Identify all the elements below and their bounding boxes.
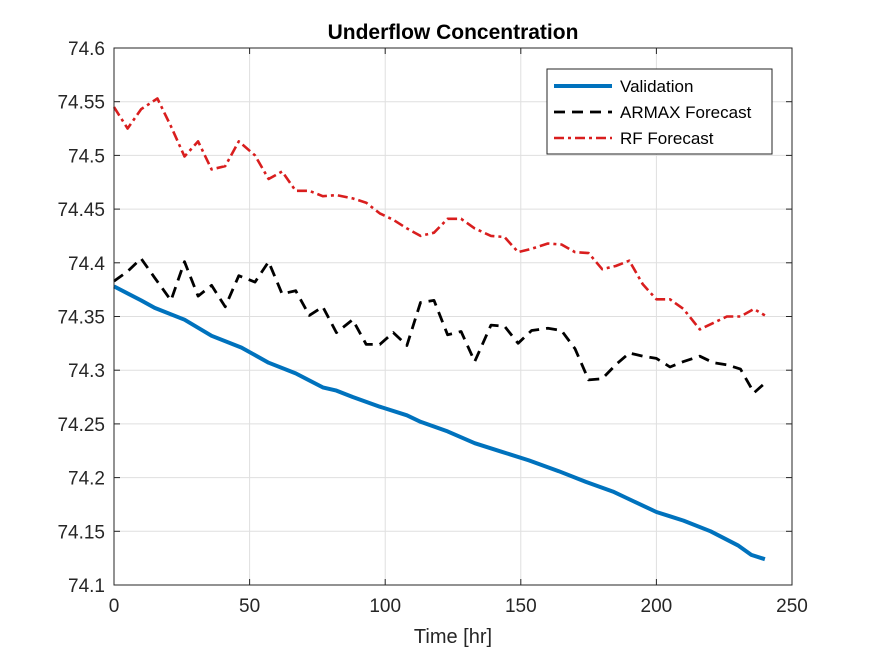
series-layer bbox=[112, 97, 766, 562]
legend-box bbox=[546, 68, 773, 155]
x-tick-label: 150 bbox=[505, 596, 537, 617]
y-tick-label: 74.25 bbox=[57, 415, 105, 436]
x-tick-label: 0 bbox=[109, 596, 120, 617]
series-line-validation bbox=[113, 284, 766, 562]
legend-label-armax-forecast: ARMAX Forecast bbox=[620, 103, 752, 122]
y-tick-label: 74.45 bbox=[57, 200, 105, 221]
x-axis-label: Time [hr] bbox=[414, 626, 492, 648]
series-line-armax-forecast bbox=[113, 257, 766, 395]
y-tick-label: 74.35 bbox=[57, 308, 105, 329]
series-line-rf-forecast bbox=[112, 97, 766, 331]
x-tick-label: 50 bbox=[239, 596, 260, 617]
chart-title: Underflow Concentration bbox=[328, 21, 579, 44]
legend-label-validation: Validation bbox=[620, 77, 693, 96]
grid-lines bbox=[113, 47, 793, 586]
y-tick-label: 74.3 bbox=[68, 361, 105, 382]
tick-marks bbox=[113, 47, 793, 586]
legend-label-rf-forecast: RF Forecast bbox=[620, 129, 714, 148]
legend: Validation ARMAX Forecast RF Forecast bbox=[546, 68, 773, 155]
y-tick-label: 74.15 bbox=[57, 522, 105, 543]
y-tick-label: 74.6 bbox=[68, 39, 105, 60]
y-tick-label: 74.55 bbox=[57, 93, 105, 114]
y-tick-label: 74.1 bbox=[68, 576, 105, 597]
tick-labels: 0 50 100 150 200 250 74.1 74.15 74.2 74.25 74.3 74.… bbox=[57, 39, 807, 617]
y-tick-label: 74.4 bbox=[68, 254, 105, 275]
x-tick-label: 200 bbox=[641, 596, 673, 617]
x-tick-label: 100 bbox=[369, 596, 401, 617]
x-tick-label: 250 bbox=[776, 596, 808, 617]
y-tick-label: 74.2 bbox=[68, 469, 105, 490]
y-tick-label: 74.5 bbox=[68, 146, 105, 167]
